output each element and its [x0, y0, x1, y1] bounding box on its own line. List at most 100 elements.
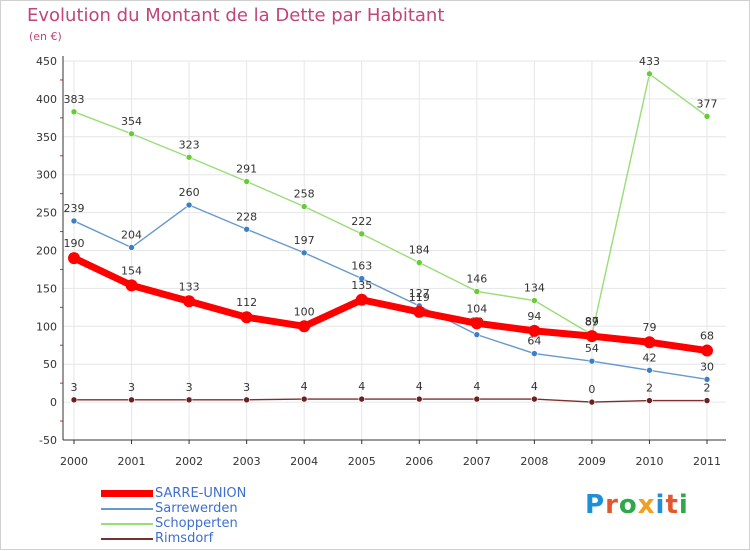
data-point — [413, 305, 426, 318]
x-tick-label: 2009 — [578, 455, 606, 468]
data-label: 222 — [351, 215, 372, 228]
data-label: 354 — [121, 115, 142, 128]
data-label: 291 — [236, 163, 257, 176]
legend-swatch — [101, 490, 153, 497]
x-tick-label: 2010 — [635, 455, 663, 468]
data-label: 42 — [642, 351, 656, 364]
x-tick-label: 2003 — [233, 455, 261, 468]
logo-letter: t — [665, 490, 679, 520]
x-tick-label: 2005 — [348, 455, 376, 468]
data-point — [243, 225, 250, 233]
data-point — [70, 396, 78, 404]
data-label: 127 — [409, 287, 430, 300]
legend-item: Rimsdorf — [101, 531, 246, 546]
data-label: 163 — [351, 260, 372, 273]
data-label: 89 — [585, 316, 599, 329]
data-point — [185, 396, 193, 404]
y-tick-label: 350 — [36, 131, 57, 144]
y-tick-label: 100 — [36, 320, 57, 333]
data-point — [243, 396, 250, 404]
logo-letter: r — [605, 490, 619, 520]
data-label: 100 — [294, 305, 315, 318]
data-label: 377 — [697, 97, 718, 110]
logo-letter: x — [637, 490, 656, 520]
series-line — [73, 204, 708, 381]
data-point — [185, 201, 193, 209]
legend-item: Schopperten — [101, 516, 246, 531]
data-label: 146 — [466, 272, 487, 285]
legend-label: Sarrewerden — [155, 501, 238, 516]
data-label: 112 — [236, 296, 257, 309]
y-tick-label: 50 — [43, 358, 57, 371]
chart-title: Evolution du Montant de la Dette par Hab… — [27, 5, 445, 26]
data-point — [415, 395, 423, 403]
data-label: 383 — [64, 93, 85, 106]
data-label: 258 — [294, 188, 315, 201]
data-label: 197 — [294, 234, 315, 247]
data-point — [128, 244, 135, 251]
data-label: 433 — [639, 55, 660, 68]
data-label: 2 — [646, 382, 653, 395]
proxiti-logo: Proxiti — [585, 490, 689, 520]
data-label: 3 — [128, 381, 135, 394]
series-rimsdorf: 3 3 3 3 4 4 4 4 4 0 2 2 — [70, 380, 711, 406]
data-point — [701, 344, 713, 357]
data-label: 0 — [588, 383, 595, 396]
data-label: 94 — [527, 310, 541, 323]
x-tick-label: 2000 — [60, 455, 88, 468]
data-point — [415, 259, 423, 266]
data-label: 204 — [121, 228, 142, 241]
legend-swatch — [101, 507, 153, 510]
data-label: 54 — [585, 342, 599, 355]
data-point — [355, 293, 368, 306]
data-point — [240, 311, 253, 324]
data-label: 134 — [524, 282, 545, 295]
y-tick-label: 0 — [50, 396, 57, 409]
data-label: 154 — [121, 264, 142, 277]
data-point — [643, 336, 656, 349]
data-point — [300, 395, 308, 403]
series-line — [73, 398, 708, 403]
data-point — [358, 230, 366, 238]
legend-label: Schopperten — [155, 516, 238, 531]
x-tick-label: 2011 — [693, 455, 721, 468]
chart-legend: SARRE-UNION Sarrewerden Schopperten Rimsdor… — [101, 486, 246, 546]
x-tick-label: 2004 — [290, 455, 318, 468]
data-point — [585, 330, 598, 343]
x-tick-label: 2007 — [463, 455, 491, 468]
data-point — [646, 366, 653, 374]
data-point — [473, 395, 481, 403]
data-point — [128, 396, 135, 404]
data-point — [531, 297, 538, 304]
y-tick-label: 250 — [36, 207, 57, 220]
data-label: 3 — [71, 381, 78, 394]
y-tick-label: 200 — [36, 245, 57, 258]
data-point — [70, 108, 78, 116]
data-label: 30 — [700, 360, 714, 373]
x-tick-label: 2002 — [175, 455, 203, 468]
data-point — [531, 350, 538, 357]
y-tick-label: 400 — [36, 93, 57, 106]
data-label: 239 — [64, 202, 85, 215]
data-point — [358, 275, 366, 282]
data-label: 2 — [704, 382, 711, 395]
data-label: 135 — [351, 279, 372, 292]
data-point — [528, 324, 541, 337]
y-tick-label: 450 — [36, 55, 57, 68]
data-label: 87 — [585, 315, 599, 328]
data-label: 68 — [700, 330, 714, 343]
legend-item: Sarrewerden — [101, 501, 246, 516]
data-point — [703, 376, 711, 383]
y-tick-label: 150 — [36, 282, 57, 295]
data-label: 4 — [531, 380, 538, 393]
logo-letter: i — [678, 490, 689, 520]
data-point — [185, 153, 193, 161]
data-point — [470, 317, 483, 330]
x-tick-label: 2001 — [118, 455, 146, 468]
y-tick-label: -50 — [39, 434, 57, 447]
data-point — [646, 70, 653, 78]
data-label: 4 — [301, 380, 308, 393]
logo-letter: P — [585, 490, 606, 520]
x-tick-label: 2008 — [520, 455, 548, 468]
